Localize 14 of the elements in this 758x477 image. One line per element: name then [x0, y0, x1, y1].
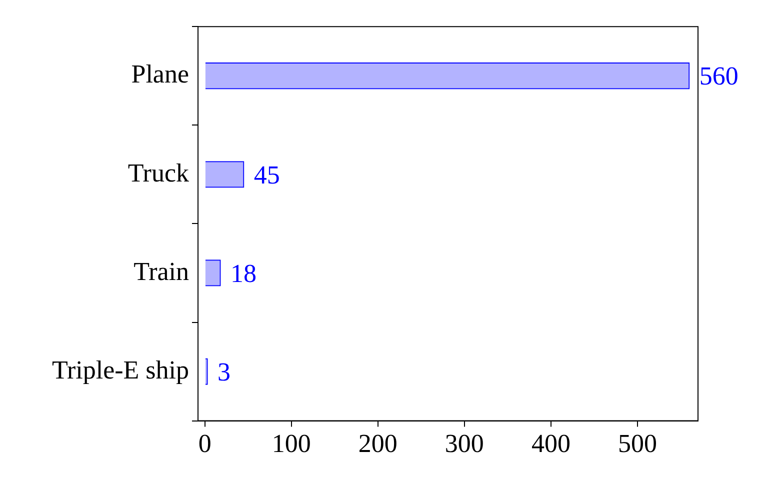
- y-tick-label: Truck: [128, 158, 189, 188]
- x-tick-label: 300: [444, 429, 484, 458]
- x-tick-label: 0: [198, 429, 212, 458]
- data-label: 3: [218, 357, 231, 386]
- data-label: 560: [699, 62, 738, 91]
- y-tick-label: Plane: [131, 60, 189, 89]
- y-tick-label: Train: [134, 256, 189, 286]
- y-tick-label: Triple-E ship: [52, 355, 189, 384]
- data-label: 45: [254, 160, 280, 190]
- x-tick-label: 500: [618, 429, 657, 458]
- data-label: 18: [230, 258, 256, 288]
- x-tick-label: 200: [358, 429, 398, 458]
- x-tick-label: 100: [272, 429, 311, 458]
- x-tick-label: 400: [531, 429, 570, 458]
